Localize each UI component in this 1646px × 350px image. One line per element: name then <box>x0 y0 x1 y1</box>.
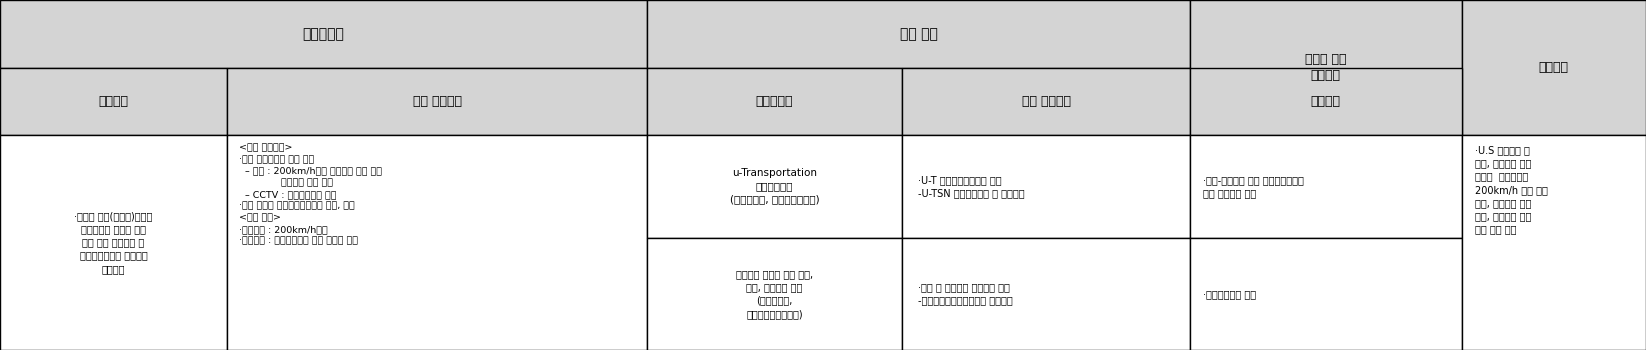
Bar <box>1190 135 1462 238</box>
Text: ·영상인식기술 활용: ·영상인식기술 활용 <box>1203 289 1256 299</box>
Bar <box>0 68 227 135</box>
Bar <box>902 238 1190 350</box>
Text: 연구과제명: 연구과제명 <box>756 95 793 108</box>
Text: 사업단 사전
검토의견: 사업단 사전 검토의견 <box>1305 52 1346 82</box>
Bar <box>1190 238 1462 350</box>
Text: 주요 연구내용: 주요 연구내용 <box>1022 95 1070 108</box>
Bar <box>1190 0 1462 135</box>
Text: ·U.S 연구단은 단
말기, 영상관련 수집
매체의  목표속도를
200km/h 상향 조정
하고, 사업단은 이를
선택, 응용하는 방향
으로 연구 시: ·U.S 연구단은 단 말기, 영상관련 수집 매체의 목표속도를 200km/… <box>1475 145 1547 234</box>
Bar <box>647 238 902 350</box>
Text: ·교통 및 도로환경 검지기술 개발
-광역교통정보수집인프라 구축기술: ·교통 및 도로환경 검지기술 개발 -광역교통정보수집인프라 구축기술 <box>918 282 1014 306</box>
Bar <box>1190 68 1462 135</box>
Text: 세세부과제: 세세부과제 <box>303 27 344 41</box>
Text: ·도로-단말기를 통한 교통정보생성을
위한 알고리즘 활용: ·도로-단말기를 통한 교통정보생성을 위한 알고리즘 활용 <box>1203 175 1304 198</box>
Bar <box>647 68 902 135</box>
Bar <box>902 68 1190 135</box>
Text: ·어떠한 상황(악천후)에서는
도로상황을 정확히 판단
하기 위한 모니터링 및
정보수집체계를 결정하는
연구과제: ·어떠한 상황(악천후)에서는 도로상황을 정확히 판단 하기 위한 모니터링 … <box>74 211 153 274</box>
Text: 협의결과: 협의결과 <box>1539 61 1569 74</box>
Text: <주요 연구내용>
·기존 도로시스템 기능 향상
  – 루프 : 200km/h이상 검지기술 개발 또는
              대체기술 방안 수립: <주요 연구내용> ·기존 도로시스템 기능 향상 – 루프 : 200km/h… <box>239 144 382 246</box>
Bar <box>647 135 902 238</box>
Bar <box>1462 135 1646 350</box>
Text: 교통정보 혁신을 위한 제공,
관리, 평가기술 개발
(국토해양부,
한국건설기술연구원): 교통정보 혁신을 위한 제공, 관리, 평가기술 개발 (국토해양부, 한국건설… <box>736 269 813 319</box>
Bar <box>0 0 647 68</box>
Bar <box>647 0 1190 68</box>
Text: 유사 과제: 유사 과제 <box>899 27 938 41</box>
Text: 연구목표: 연구목표 <box>99 95 128 108</box>
Text: 주요 연구내용: 주요 연구내용 <box>413 95 461 108</box>
Text: u-Transportation
기반기술개발
(국토해양부, 한국교통연구원): u-Transportation 기반기술개발 (국토해양부, 한국교통연구원) <box>729 168 820 205</box>
Bar <box>902 135 1190 238</box>
Bar <box>1462 0 1646 135</box>
Bar <box>0 135 227 350</box>
Bar <box>227 68 647 135</box>
Text: 검토의견: 검토의견 <box>1310 95 1341 108</box>
Text: ·U-T 자료수집통합기술 개발
-U-TSN 교통자료처리 및 가공기술: ·U-T 자료수집통합기술 개발 -U-TSN 교통자료처리 및 가공기술 <box>918 175 1025 198</box>
Bar <box>227 135 647 350</box>
